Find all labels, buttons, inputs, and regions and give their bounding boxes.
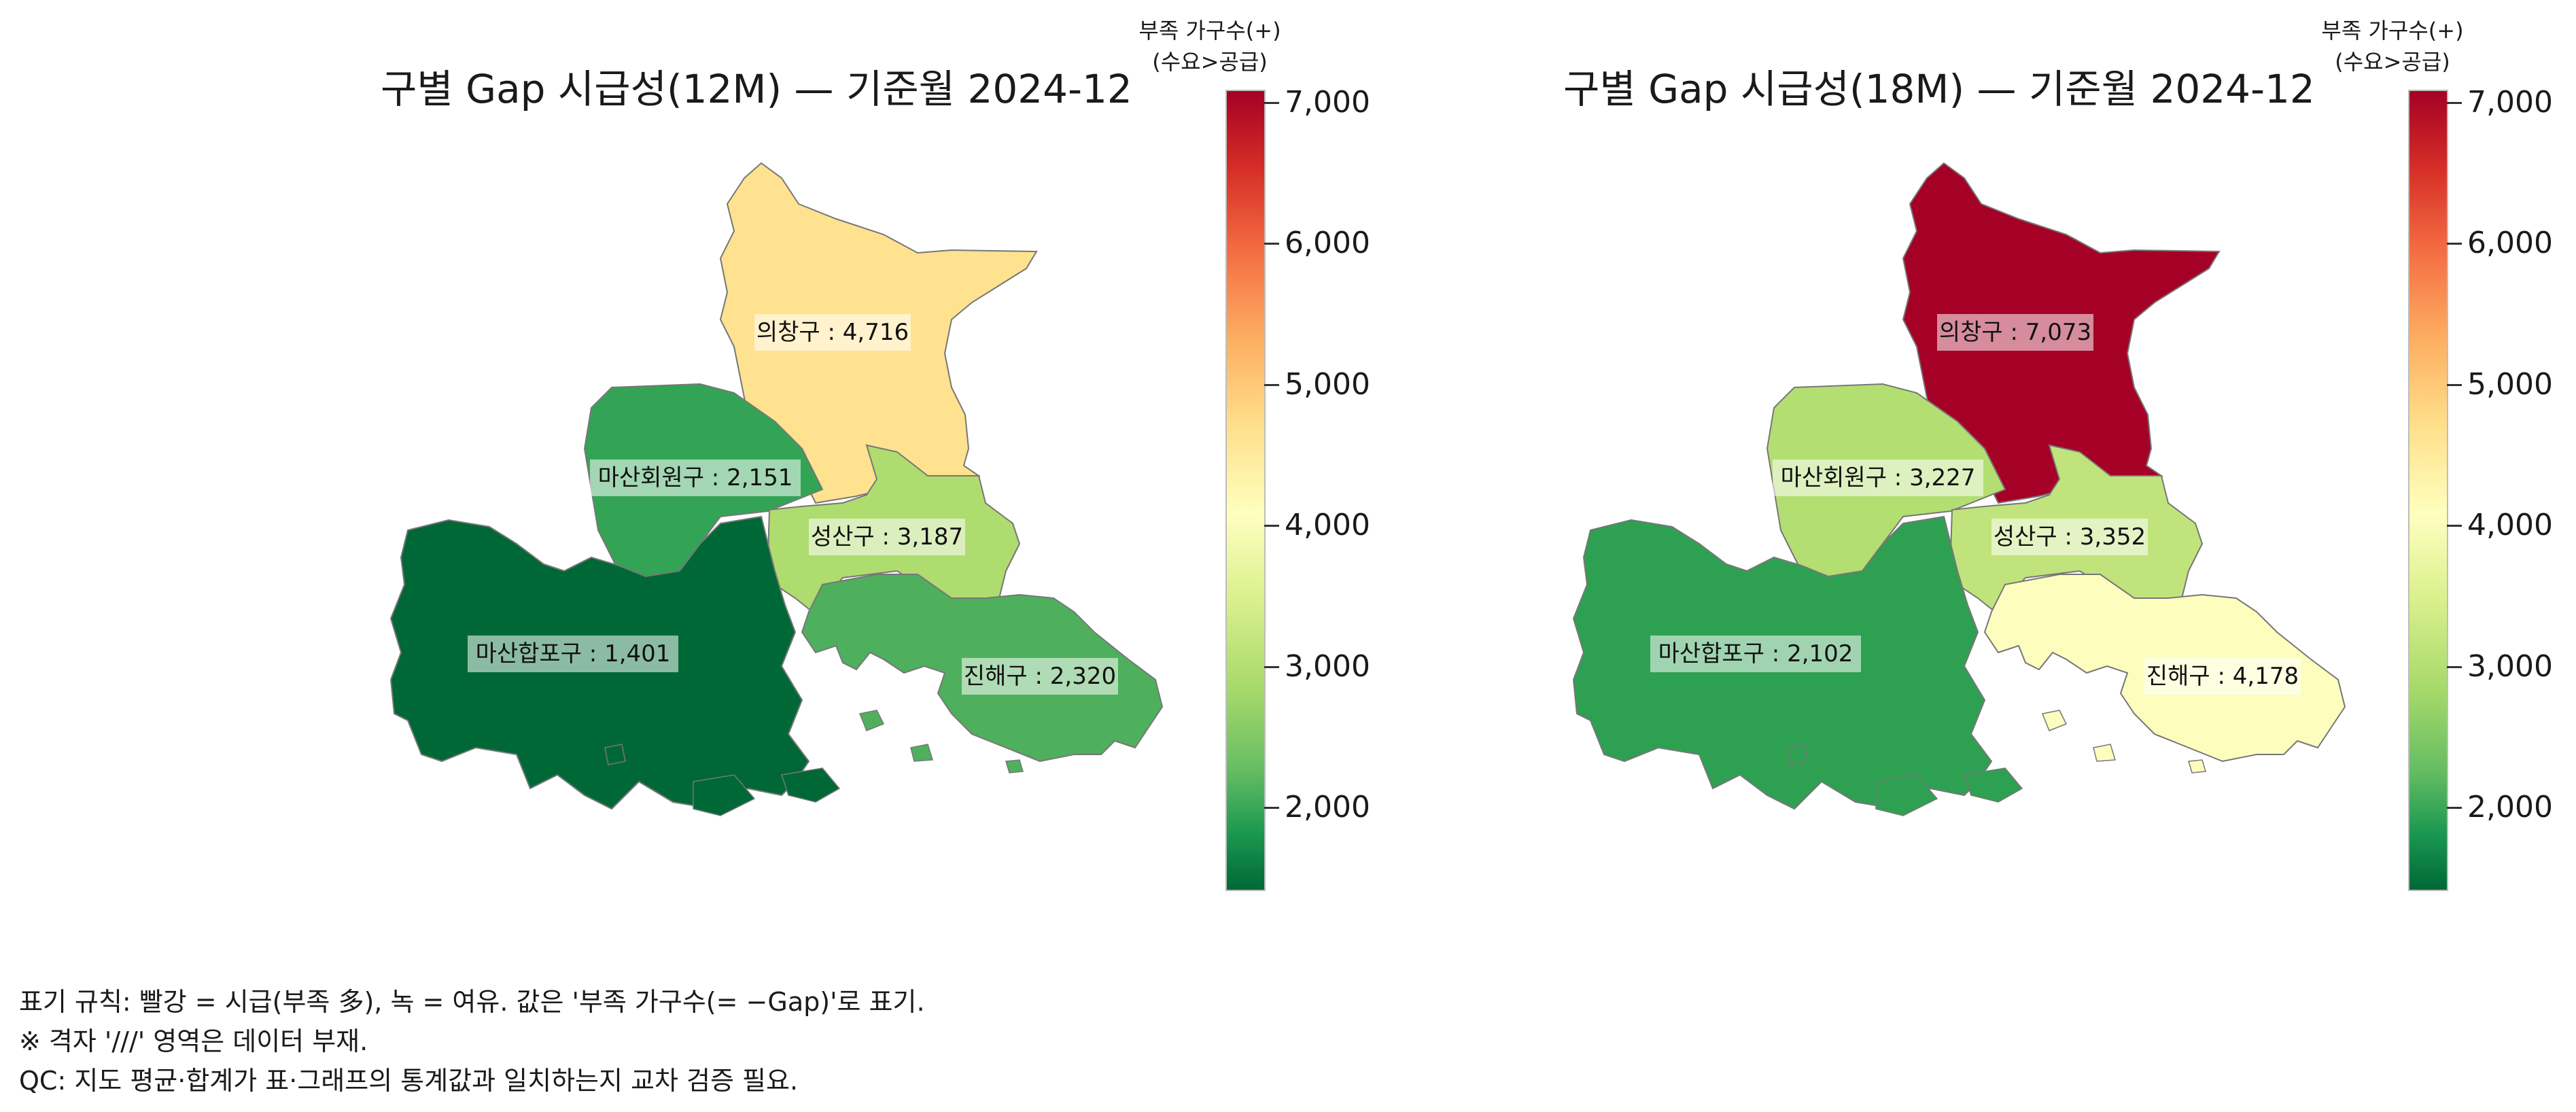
colorbar-tick — [1264, 102, 1279, 104]
label-box — [1773, 459, 1983, 496]
label-uichang: 의창구 : 4,716 — [756, 319, 909, 346]
colorbar-tick — [1264, 525, 1279, 527]
colorbar-tick-label: 4,000 — [1285, 508, 1370, 542]
colorbar-tick — [1264, 384, 1279, 386]
district-map-12m: 의창구 : 4,716 마산회원구 : 2,151 성산구 : 3,187 마산… — [389, 162, 1164, 816]
island-jinhae — [1005, 759, 1024, 774]
colorbar-tick-label: 3,000 — [2467, 649, 2553, 684]
colorbar-tick — [2447, 525, 2462, 527]
colorbar-tick — [1264, 666, 1279, 668]
colorbar-tick-label: 2,000 — [1285, 790, 1370, 824]
district-map-18m: 의창구 : 7,073 마산회원구 : 3,227 성산구 : 3,352 마산… — [1572, 162, 2346, 816]
label-masanhappo: 마산합포구 : 2,102 — [1658, 640, 1853, 667]
colorbar-tick — [1264, 243, 1279, 245]
island-masanhappo — [1787, 744, 1809, 765]
label-box — [468, 636, 678, 672]
colorbar-tick-label: 7,000 — [1285, 85, 1370, 120]
island-jinhae — [2188, 759, 2206, 774]
colorbar-tick — [2447, 807, 2462, 809]
footer-notes: 표기 규칙: 빨강 = 시급(부족 多), 녹 = 여유. 값은 '부족 가구수… — [19, 982, 925, 1100]
footer-note-legend-rule: 표기 규칙: 빨강 = 시급(부족 多), 녹 = 여유. 값은 '부족 가구수… — [19, 987, 925, 1017]
island-masanhappo — [1875, 774, 1938, 816]
label-masanhoewon: 마산회원구 : 2,151 — [598, 464, 793, 491]
colorbar-tick-label: 3,000 — [1285, 649, 1370, 684]
island-jinhae — [910, 744, 933, 762]
label-masanhoewon: 마산회원구 : 3,227 — [1781, 464, 1976, 491]
region-labels: 의창구 : 7,073 마산회원구 : 3,227 성산구 : 3,352 마산… — [1650, 314, 2301, 695]
colorbar — [1225, 90, 1266, 891]
colorbar-title: 부족 가구수(+) (수요>공급) — [1087, 15, 1332, 77]
island-masanhappo — [693, 774, 756, 816]
colorbar-tick — [2447, 384, 2462, 386]
colorbar-tick — [2447, 243, 2462, 245]
label-box — [1991, 519, 2148, 555]
label-uichang: 의창구 : 7,073 — [1939, 319, 2091, 346]
colorbar — [2408, 90, 2448, 891]
island-jinhae — [2093, 744, 2116, 762]
colorbar-title-line1: 부족 가구수(+) — [1138, 18, 1281, 44]
label-seongsan: 성산구 : 3,187 — [811, 523, 963, 551]
label-jinhae: 진해구 : 2,320 — [964, 663, 1116, 690]
colorbar-tick-label: 7,000 — [2467, 85, 2553, 120]
region-labels: 의창구 : 4,716 마산회원구 : 2,151 성산구 : 3,187 마산… — [468, 314, 1118, 695]
island-masanhappo — [604, 744, 626, 765]
label-box — [590, 459, 801, 496]
colorbar-title-line2: (수요>공급) — [1152, 49, 1268, 75]
island-masanhappo — [781, 767, 841, 803]
label-jinhae: 진해구 : 4,178 — [2146, 663, 2299, 690]
colorbar-title-line2: (수요>공급) — [2335, 49, 2450, 75]
footer-note-missing-data: ※ 격자 '///' 영역은 데이터 부재. — [19, 1026, 368, 1056]
label-box — [754, 314, 911, 351]
colorbar-tick-label: 6,000 — [2467, 226, 2553, 260]
island-jinhae — [858, 710, 885, 731]
map-title: 구별 Gap 시급성(18M) — 기준월 2024-12 — [1563, 66, 2315, 112]
map-panel-18m: 구별 Gap 시급성(18M) — 기준월 2024-12 의창구 : 7,07… — [1183, 0, 2553, 924]
map-panel-12m: 구별 Gap 시급성(12M) — 기준월 2024-12 의창구 : 4 — [0, 0, 1370, 924]
island-masanhappo — [1964, 767, 2023, 803]
footer-note-qc: QC: 지도 평균·합계가 표·그래프의 통계값과 일치하는지 교차 검증 필요… — [19, 1066, 799, 1096]
island-jinhae — [2041, 710, 2068, 731]
label-box — [1650, 636, 1861, 672]
colorbar-tick-label: 5,000 — [1285, 367, 1370, 402]
label-box — [809, 519, 965, 555]
colorbar-tick-label: 5,000 — [2467, 367, 2553, 402]
colorbar-tick-label: 4,000 — [2467, 508, 2553, 542]
colorbar-tick — [1264, 807, 1279, 809]
colorbar-tick-label: 6,000 — [1285, 226, 1370, 260]
label-box — [1937, 314, 2093, 351]
label-box — [962, 658, 1118, 695]
colorbar-title-line1: 부족 가구수(+) — [2321, 18, 2464, 44]
map-title: 구별 Gap 시급성(12M) — 기준월 2024-12 — [381, 66, 1132, 112]
colorbar-tick — [2447, 666, 2462, 668]
colorbar-tick-label: 2,000 — [2467, 790, 2553, 824]
colorbar-tick — [2447, 102, 2462, 104]
label-box — [2144, 658, 2301, 695]
label-seongsan: 성산구 : 3,352 — [1994, 523, 2146, 551]
label-masanhappo: 마산합포구 : 1,401 — [476, 640, 671, 667]
colorbar-title: 부족 가구수(+) (수요>공급) — [2270, 15, 2515, 77]
